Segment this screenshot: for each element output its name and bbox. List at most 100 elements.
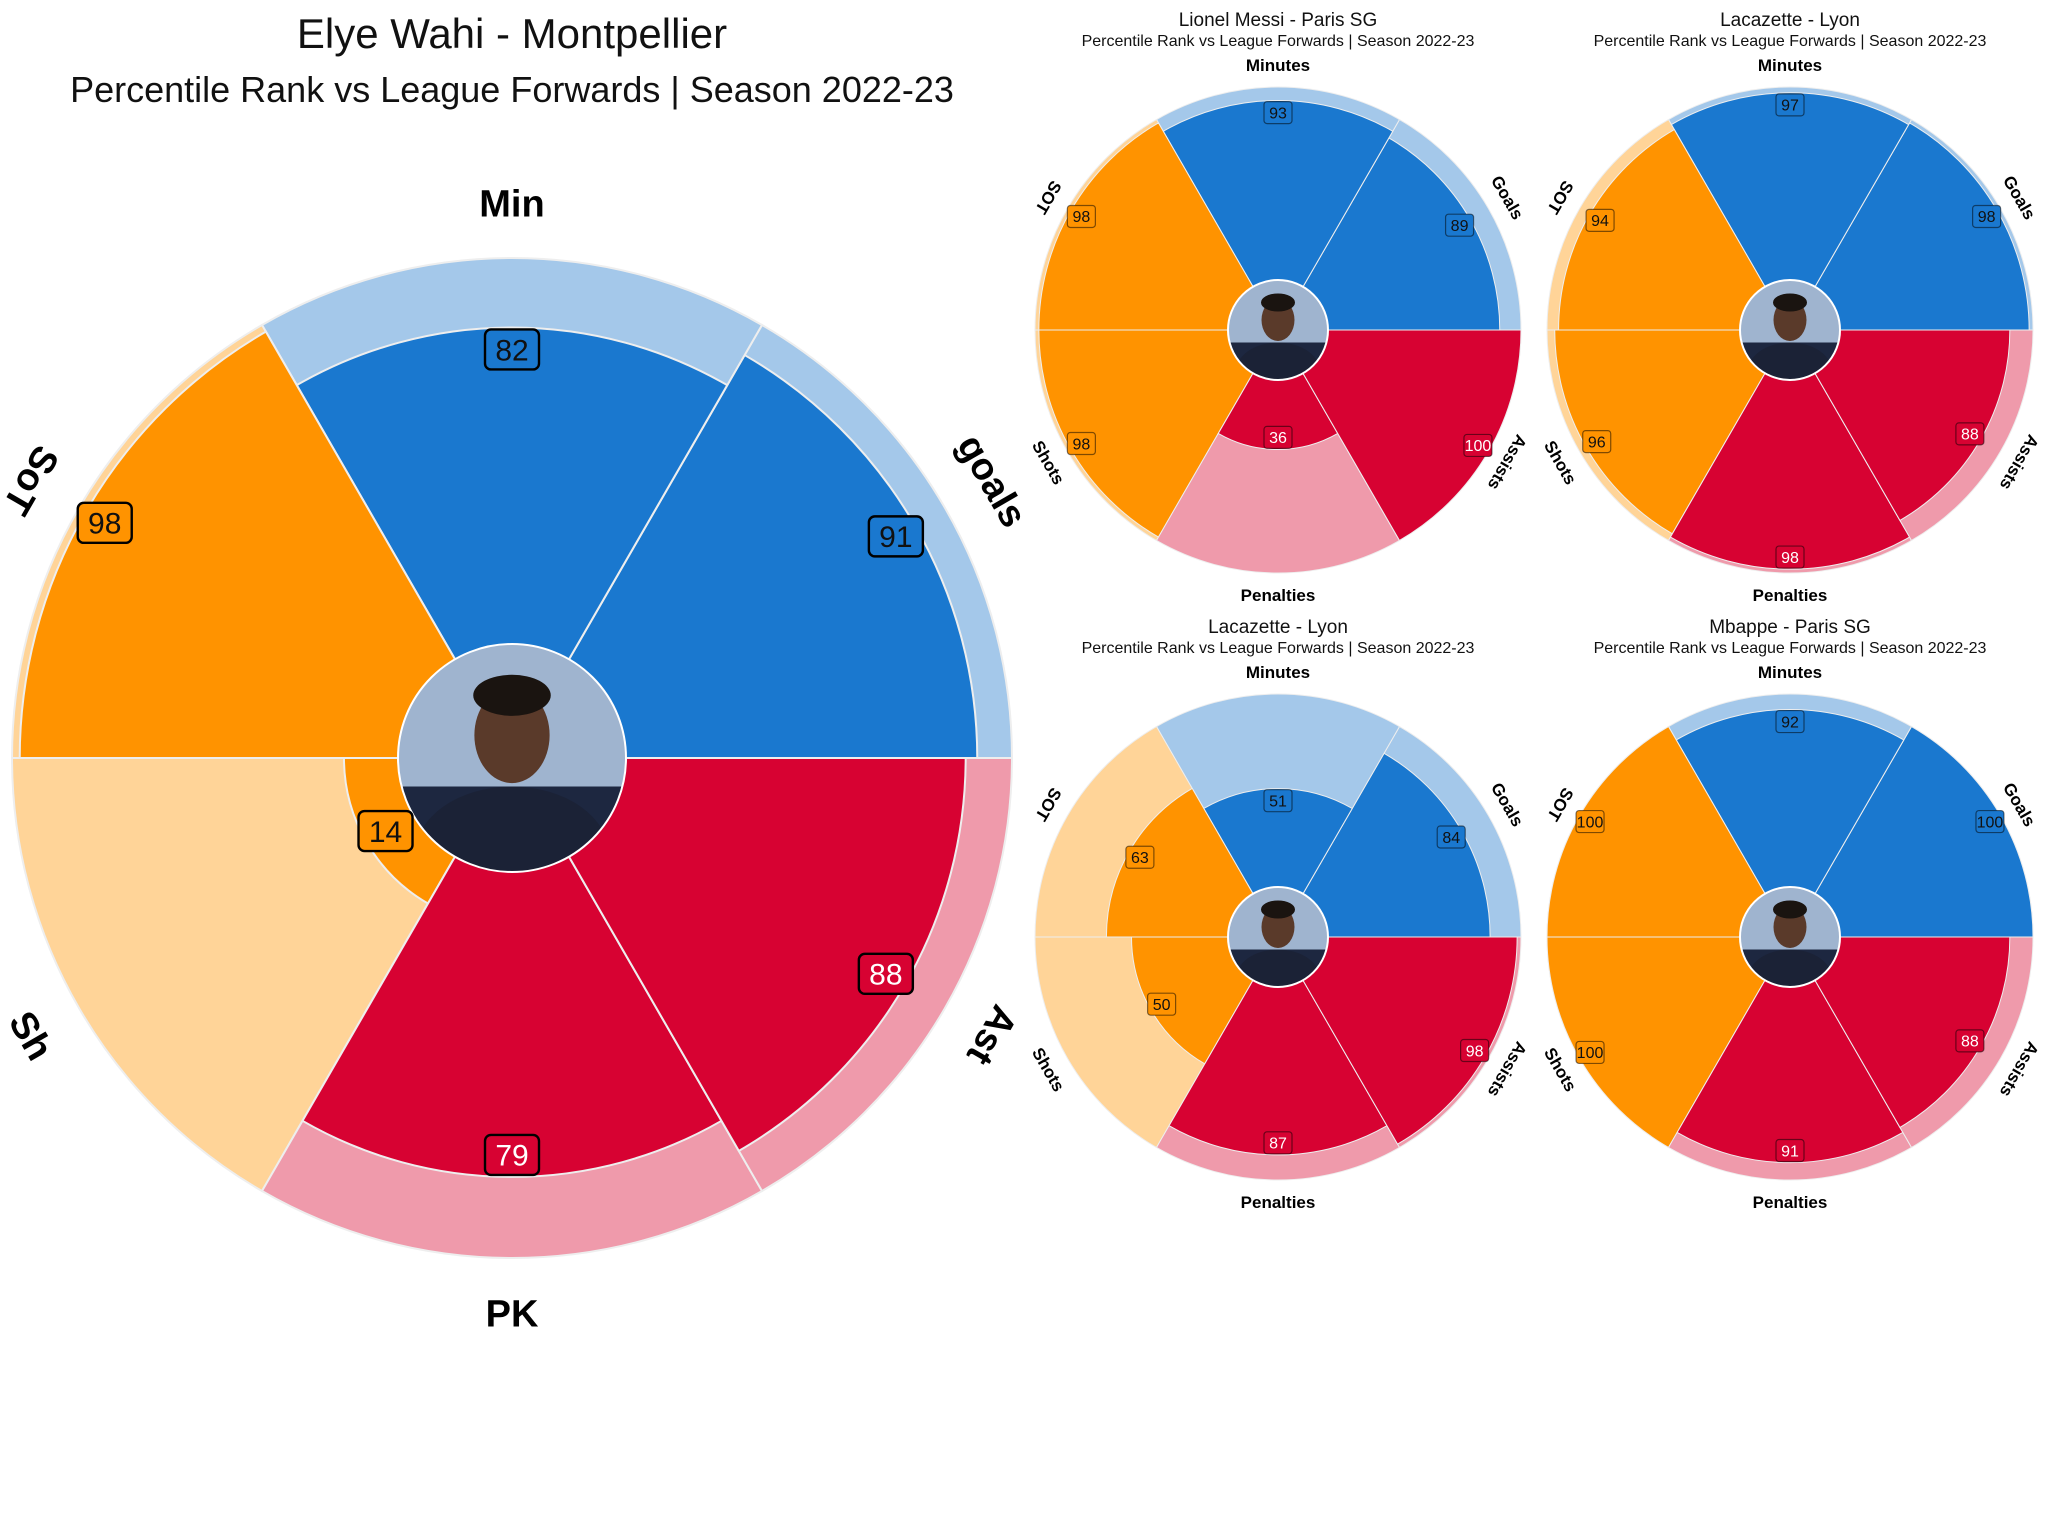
slice-value-penalties	[1168, 935, 1388, 1156]
value-label-shots: 100	[1575, 1040, 1605, 1065]
pizza-chart-4: Lacazette - Lyon Percentile Rank vs Leagu…	[1028, 617, 1530, 1212]
value-label-minutes: 51	[1263, 789, 1293, 813]
param-label-penalties: Penalties	[1241, 1193, 1316, 1212]
slice-value-minutes	[1162, 100, 1394, 331]
player-photo	[1740, 280, 1840, 380]
svg-text:93: 93	[1269, 105, 1287, 122]
value-label-penalties: 87	[1263, 1131, 1293, 1155]
svg-text:92: 92	[1781, 714, 1799, 731]
param-label-min: Min	[479, 183, 544, 225]
param-label-penalties: Penalties	[1241, 586, 1316, 605]
chart-title: Lacazette - Lyon	[1720, 10, 1860, 31]
slice-background-penalties	[1155, 329, 1401, 574]
pizza-chart-3: Lacazette - Lyon Percentile Rank vs Leagu…	[1540, 10, 2042, 605]
slice-value-shots	[1038, 329, 1279, 538]
chart-title: Mbappe - Paris SG	[1709, 617, 1871, 638]
value-label-goals: 91	[867, 515, 925, 558]
chart-subtitle: Percentile Rank vs League Forwards | Sea…	[1594, 640, 1987, 657]
svg-text:91: 91	[879, 521, 912, 554]
param-label-penalties: Penalties	[1753, 586, 1828, 605]
value-label-sh: 14	[357, 809, 414, 853]
slice-value-shots	[1546, 936, 1791, 1149]
svg-text:51: 51	[1269, 793, 1287, 810]
svg-text:63: 63	[1131, 850, 1149, 867]
chart-subtitle: Percentile Rank vs League Forwards | Sea…	[1082, 33, 1475, 50]
svg-text:84: 84	[1442, 830, 1460, 847]
value-label-assists: 88	[1955, 422, 1985, 446]
value-label-goals: 98	[1972, 204, 2002, 229]
svg-text:98: 98	[1072, 209, 1090, 226]
chart-title: Elye Wahi - Montpellier	[297, 10, 727, 57]
param-label-minutes: Minutes	[1246, 663, 1310, 682]
slice-value-minutes	[1203, 788, 1353, 939]
value-label-sot: 100	[1575, 809, 1605, 834]
svg-text:87: 87	[1269, 1136, 1287, 1153]
value-label-goals: 89	[1444, 213, 1475, 237]
value-label-penalties: 91	[1775, 1138, 1805, 1163]
slice-value-shots	[1554, 329, 1791, 535]
svg-text:88: 88	[1961, 1034, 1979, 1051]
svg-text:98: 98	[1978, 209, 1996, 226]
svg-text:94: 94	[1591, 213, 1609, 230]
slice-value-goals	[1277, 752, 1491, 938]
svg-text:98: 98	[1466, 1043, 1484, 1060]
param-label-pk: PK	[486, 1293, 539, 1335]
svg-text:88: 88	[869, 959, 902, 992]
svg-text:50: 50	[1153, 997, 1171, 1014]
value-label-sot: 98	[76, 501, 133, 545]
param-label-minutes: Minutes	[1758, 663, 1822, 682]
value-label-penalties: 36	[1263, 425, 1293, 449]
chart-title: Lionel Messi - Paris SG	[1179, 10, 1378, 31]
param-label-penalties: Penalties	[1753, 1193, 1828, 1212]
svg-text:98: 98	[1072, 436, 1090, 453]
svg-text:79: 79	[495, 1140, 528, 1173]
chart-subtitle: Percentile Rank vs League Forwards | Sea…	[1082, 640, 1475, 657]
pizza-chart-2: Lionel Messi - Paris SG Percentile Rank v…	[1028, 10, 1530, 605]
slice-value-min	[295, 326, 729, 760]
player-photo	[398, 644, 626, 872]
value-label-sot: 94	[1585, 208, 1615, 232]
value-label-minutes: 92	[1775, 709, 1805, 734]
slice-value-assists	[1789, 329, 2011, 522]
chart-subtitle: Percentile Rank vs League Forwards | Sea…	[1594, 33, 1987, 50]
value-label-pk: 79	[483, 1133, 541, 1177]
slice-value-sot	[1546, 725, 1791, 938]
value-label-shots: 98	[1066, 431, 1096, 456]
value-label-penalties: 98	[1775, 545, 1805, 569]
value-label-sot: 63	[1125, 845, 1155, 869]
chart-subtitle: Percentile Rank vs League Forwards | Sea…	[70, 69, 954, 110]
slice-value-assists	[1277, 329, 1522, 542]
value-label-assists: 98	[1460, 1038, 1490, 1063]
svg-text:96: 96	[1588, 434, 1606, 451]
value-label-ast: 88	[857, 952, 915, 996]
slice-value-assists	[1277, 936, 1518, 1145]
svg-text:89: 89	[1451, 218, 1469, 235]
svg-text:98: 98	[88, 508, 121, 541]
slice-value-goals	[1789, 122, 2030, 331]
param-label-minutes: Minutes	[1758, 56, 1822, 75]
svg-text:98: 98	[1781, 550, 1799, 567]
value-label-minutes: 93	[1263, 101, 1293, 125]
value-label-shots: 50	[1147, 992, 1177, 1016]
pizza-chart-5: Mbappe - Paris SG Percentile Rank vs Leag…	[1540, 617, 2042, 1212]
slice-value-goals	[510, 353, 979, 759]
slice-value-penalties	[1669, 329, 1911, 570]
param-label-minutes: Minutes	[1246, 56, 1310, 75]
slice-value-minutes	[1670, 92, 1910, 331]
value-label-shots: 96	[1582, 429, 1612, 454]
slice-value-assists	[1789, 936, 2011, 1129]
slice-value-minutes	[1675, 709, 1905, 938]
svg-text:100: 100	[1465, 438, 1492, 455]
slice-value-goals	[1277, 137, 1501, 331]
svg-text:14: 14	[369, 816, 402, 849]
svg-text:100: 100	[1977, 814, 2004, 831]
svg-text:82: 82	[495, 334, 528, 367]
slice-value-sot	[1558, 128, 1791, 331]
pizza-chart-1: Elye Wahi - Montpellier Percentile Rank v…	[0, 10, 1034, 1335]
value-label-assists: 100	[1463, 433, 1493, 458]
slice-value-goals	[1789, 725, 2034, 938]
svg-text:36: 36	[1269, 430, 1287, 447]
chart-title: Lacazette - Lyon	[1208, 617, 1348, 638]
slice-value-penalties	[1676, 936, 1904, 1164]
value-label-min: 82	[483, 328, 541, 371]
